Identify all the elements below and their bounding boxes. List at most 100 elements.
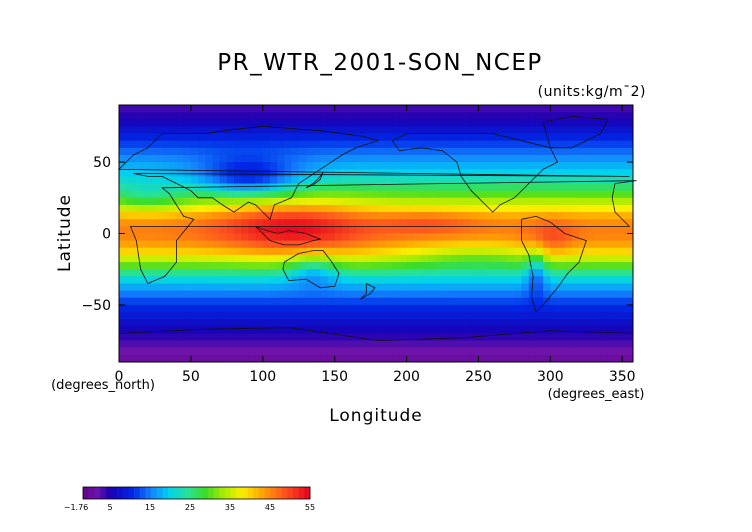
heat-cell	[500, 119, 508, 127]
colorbar-bin	[230, 487, 237, 499]
heat-cell	[514, 262, 522, 270]
heat-cell	[557, 304, 566, 313]
heat-cell	[154, 340, 163, 349]
heat-cell	[341, 169, 350, 177]
heat-cell	[449, 105, 458, 113]
heat-cell	[262, 147, 271, 156]
heat-cell	[212, 105, 221, 113]
heat-cell	[377, 247, 386, 256]
x-axis-label: Longitude	[329, 406, 423, 426]
heat-cell	[557, 347, 566, 356]
heat-cell	[169, 304, 177, 313]
heat-cell	[593, 276, 602, 284]
heat-cell	[241, 197, 249, 206]
heat-cell	[543, 133, 551, 142]
heat-cell	[579, 254, 587, 263]
heat-cell	[406, 147, 415, 156]
heat-cell	[406, 304, 415, 313]
heat-cell	[226, 304, 235, 313]
heat-cell	[212, 190, 221, 199]
heat-cell	[248, 354, 256, 363]
heat-cell	[507, 326, 515, 334]
heat-cell	[571, 133, 580, 142]
heat-cell	[579, 297, 587, 306]
heat-cell	[284, 304, 292, 313]
heat-cell	[341, 240, 350, 249]
heat-cell	[564, 347, 573, 356]
heat-cell	[284, 247, 292, 256]
heat-cell	[607, 162, 616, 170]
heat-cell	[154, 112, 163, 120]
heat-cell	[492, 176, 501, 184]
heat-cell	[492, 154, 501, 163]
heat-cell	[190, 254, 199, 263]
heat-cell	[435, 147, 443, 156]
heat-cell	[478, 183, 487, 192]
heat-cell	[154, 219, 163, 227]
heat-cell	[119, 347, 127, 356]
heat-cell	[413, 133, 422, 142]
heat-cell	[571, 247, 580, 256]
heat-cell	[284, 212, 292, 220]
heat-cell	[456, 269, 465, 277]
heat-cell	[485, 290, 494, 299]
heat-cell	[269, 226, 278, 234]
heat-cell	[162, 290, 170, 299]
heat-cell	[607, 204, 616, 213]
heat-cell	[176, 347, 185, 356]
heat-cell	[406, 262, 415, 270]
heat-cell	[471, 240, 479, 249]
heat-cell	[507, 133, 515, 142]
heat-cell	[557, 126, 566, 134]
heat-cell	[500, 190, 508, 199]
heat-cell	[363, 233, 372, 242]
heat-cell	[500, 226, 508, 234]
heat-cell	[492, 333, 501, 341]
heat-cell	[277, 119, 285, 127]
heat-cell	[456, 105, 465, 113]
heat-cell	[377, 326, 386, 334]
heat-cell	[586, 204, 594, 213]
heat-cell	[464, 340, 472, 349]
heat-cell	[442, 204, 451, 213]
heat-cell	[277, 147, 285, 156]
heat-cell	[284, 347, 292, 356]
heat-cell	[600, 262, 609, 270]
heat-cell	[298, 269, 307, 277]
heat-cell	[133, 169, 141, 177]
heat-cell	[269, 304, 278, 313]
heat-cell	[349, 233, 357, 242]
heat-cell	[255, 169, 264, 177]
heat-cell	[262, 112, 271, 120]
heat-cell	[615, 254, 623, 263]
heat-cell	[442, 340, 451, 349]
heat-cell	[593, 290, 602, 299]
heat-cell	[406, 126, 415, 134]
heat-cell	[241, 319, 249, 327]
heat-cell	[600, 226, 609, 234]
heat-cell	[234, 112, 242, 120]
heat-cell	[277, 169, 285, 177]
heat-cell	[205, 154, 213, 163]
heat-cell	[464, 105, 472, 113]
heat-cell	[277, 354, 285, 363]
heat-cell	[377, 183, 386, 192]
heat-cell	[349, 354, 357, 363]
heat-cell	[147, 190, 156, 199]
heat-cell	[514, 312, 522, 320]
heat-cell	[284, 233, 292, 242]
heat-cell	[183, 105, 192, 113]
heat-cell	[269, 283, 278, 292]
heat-cell	[449, 347, 458, 356]
heat-cell	[550, 254, 558, 263]
heat-cell	[442, 162, 451, 170]
heat-cell	[535, 312, 544, 320]
heat-cell	[176, 276, 185, 284]
heat-cell	[176, 283, 185, 292]
heat-cell	[313, 297, 321, 306]
heat-cell	[607, 333, 616, 341]
heat-cell	[392, 204, 400, 213]
heat-cell	[126, 312, 134, 320]
heat-cell	[478, 226, 487, 234]
heat-cell	[370, 354, 379, 363]
